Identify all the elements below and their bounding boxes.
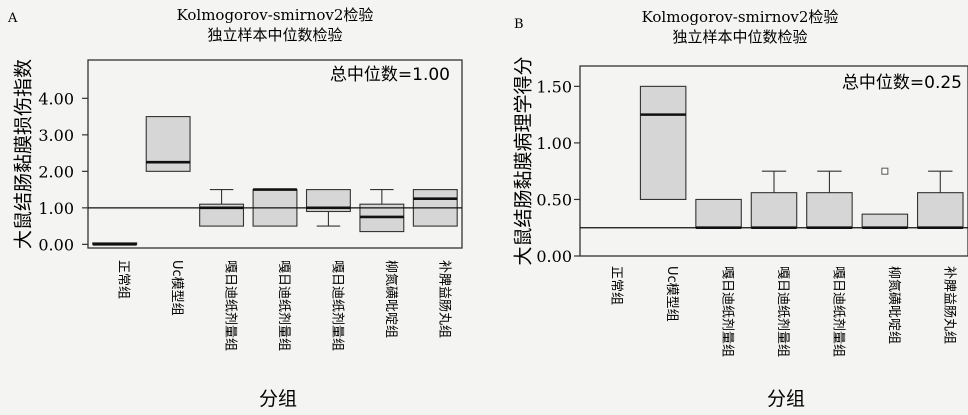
panel-b-y-tick-label: 0.00 <box>536 247 572 266</box>
panel-a-category-label: 嘎日迪纸剂量组 <box>329 260 344 351</box>
panel-b-category-label: 嘎日迪纸剂量组 <box>775 266 790 357</box>
panel-b-y-axis-label: 大鼠结肠黏膜病理学得分 <box>513 56 535 265</box>
panel-b-category-label: 嘎日迪纸剂量组 <box>830 266 845 357</box>
panel-a-category-label: 正常组 <box>116 260 131 299</box>
panel-b-box <box>695 198 742 229</box>
panel-b-x-axis-label: 分组 <box>767 388 805 410</box>
panel-b-y-tick-label: 0.50 <box>536 190 572 209</box>
panel-a-category-label: 嘎日迪纸剂量组 <box>223 260 238 351</box>
panel-a-y-tick-label: 4.00 <box>38 89 74 108</box>
panel-a-median-annotation: 总中位数=1.00 <box>330 65 450 85</box>
panel-b-label: B <box>514 17 524 32</box>
panel-b-y-tick-label: 1.00 <box>536 134 572 153</box>
panel-b-title-line-2: 独立样本中位数检验 <box>672 28 807 46</box>
panel-a-y-axis-label: 大鼠结肠黏膜损伤指数 <box>13 59 35 249</box>
panel-a-category-label: 补脾益肠丸组 <box>436 260 451 338</box>
panel-b-category-label: 柳氮磺吡啶组 <box>886 266 901 344</box>
panel-b-box <box>639 85 687 201</box>
panel-a-box <box>199 203 245 227</box>
panel-a-category-label: 柳氮磺吡啶组 <box>383 260 398 338</box>
panel-a-x-axis-label: 分组 <box>259 388 297 410</box>
panel-a-label: A <box>7 11 18 26</box>
panel-b-category-label: Uc模型组 <box>664 266 679 322</box>
panel-b-box <box>750 192 798 229</box>
panel-b-category-label: 正常组 <box>609 266 624 305</box>
panel-a-title-line-1: Kolmogorov-smirnov2检验 <box>177 6 374 24</box>
panel-b-outlier-point <box>881 167 889 175</box>
panel-a-box <box>305 189 351 213</box>
panel-a-y-tick-label: 3.00 <box>38 126 74 145</box>
panel-a-y-tick-label: 1.00 <box>38 199 74 218</box>
panel-a-category-label: Uc模型组 <box>169 260 184 316</box>
panel-b-plot-frame <box>579 65 968 257</box>
panel-a-title-line-2: 独立样本中位数检验 <box>207 26 342 44</box>
panel-b-median-annotation: 总中位数=0.25 <box>842 73 962 93</box>
panel-a-plot-frame <box>87 59 463 249</box>
panel-b-box <box>861 213 909 229</box>
panel-b-y-tick-label: 1.50 <box>536 77 572 96</box>
panel-b-box <box>917 192 964 229</box>
panel-b-category-label: 补脾益肠丸组 <box>941 266 956 344</box>
panel-b-box <box>806 192 853 229</box>
panel-b-title-line-1: Kolmogorov-smirnov2检验 <box>642 8 839 26</box>
panel-b-category-label: 嘎日迪纸剂量组 <box>720 266 735 357</box>
panel-a-category-label: 嘎日迪纸剂量组 <box>276 260 291 351</box>
panel-a-y-tick-label: 0.00 <box>38 235 74 254</box>
panel-a-y-tick-label: 2.00 <box>38 162 74 181</box>
